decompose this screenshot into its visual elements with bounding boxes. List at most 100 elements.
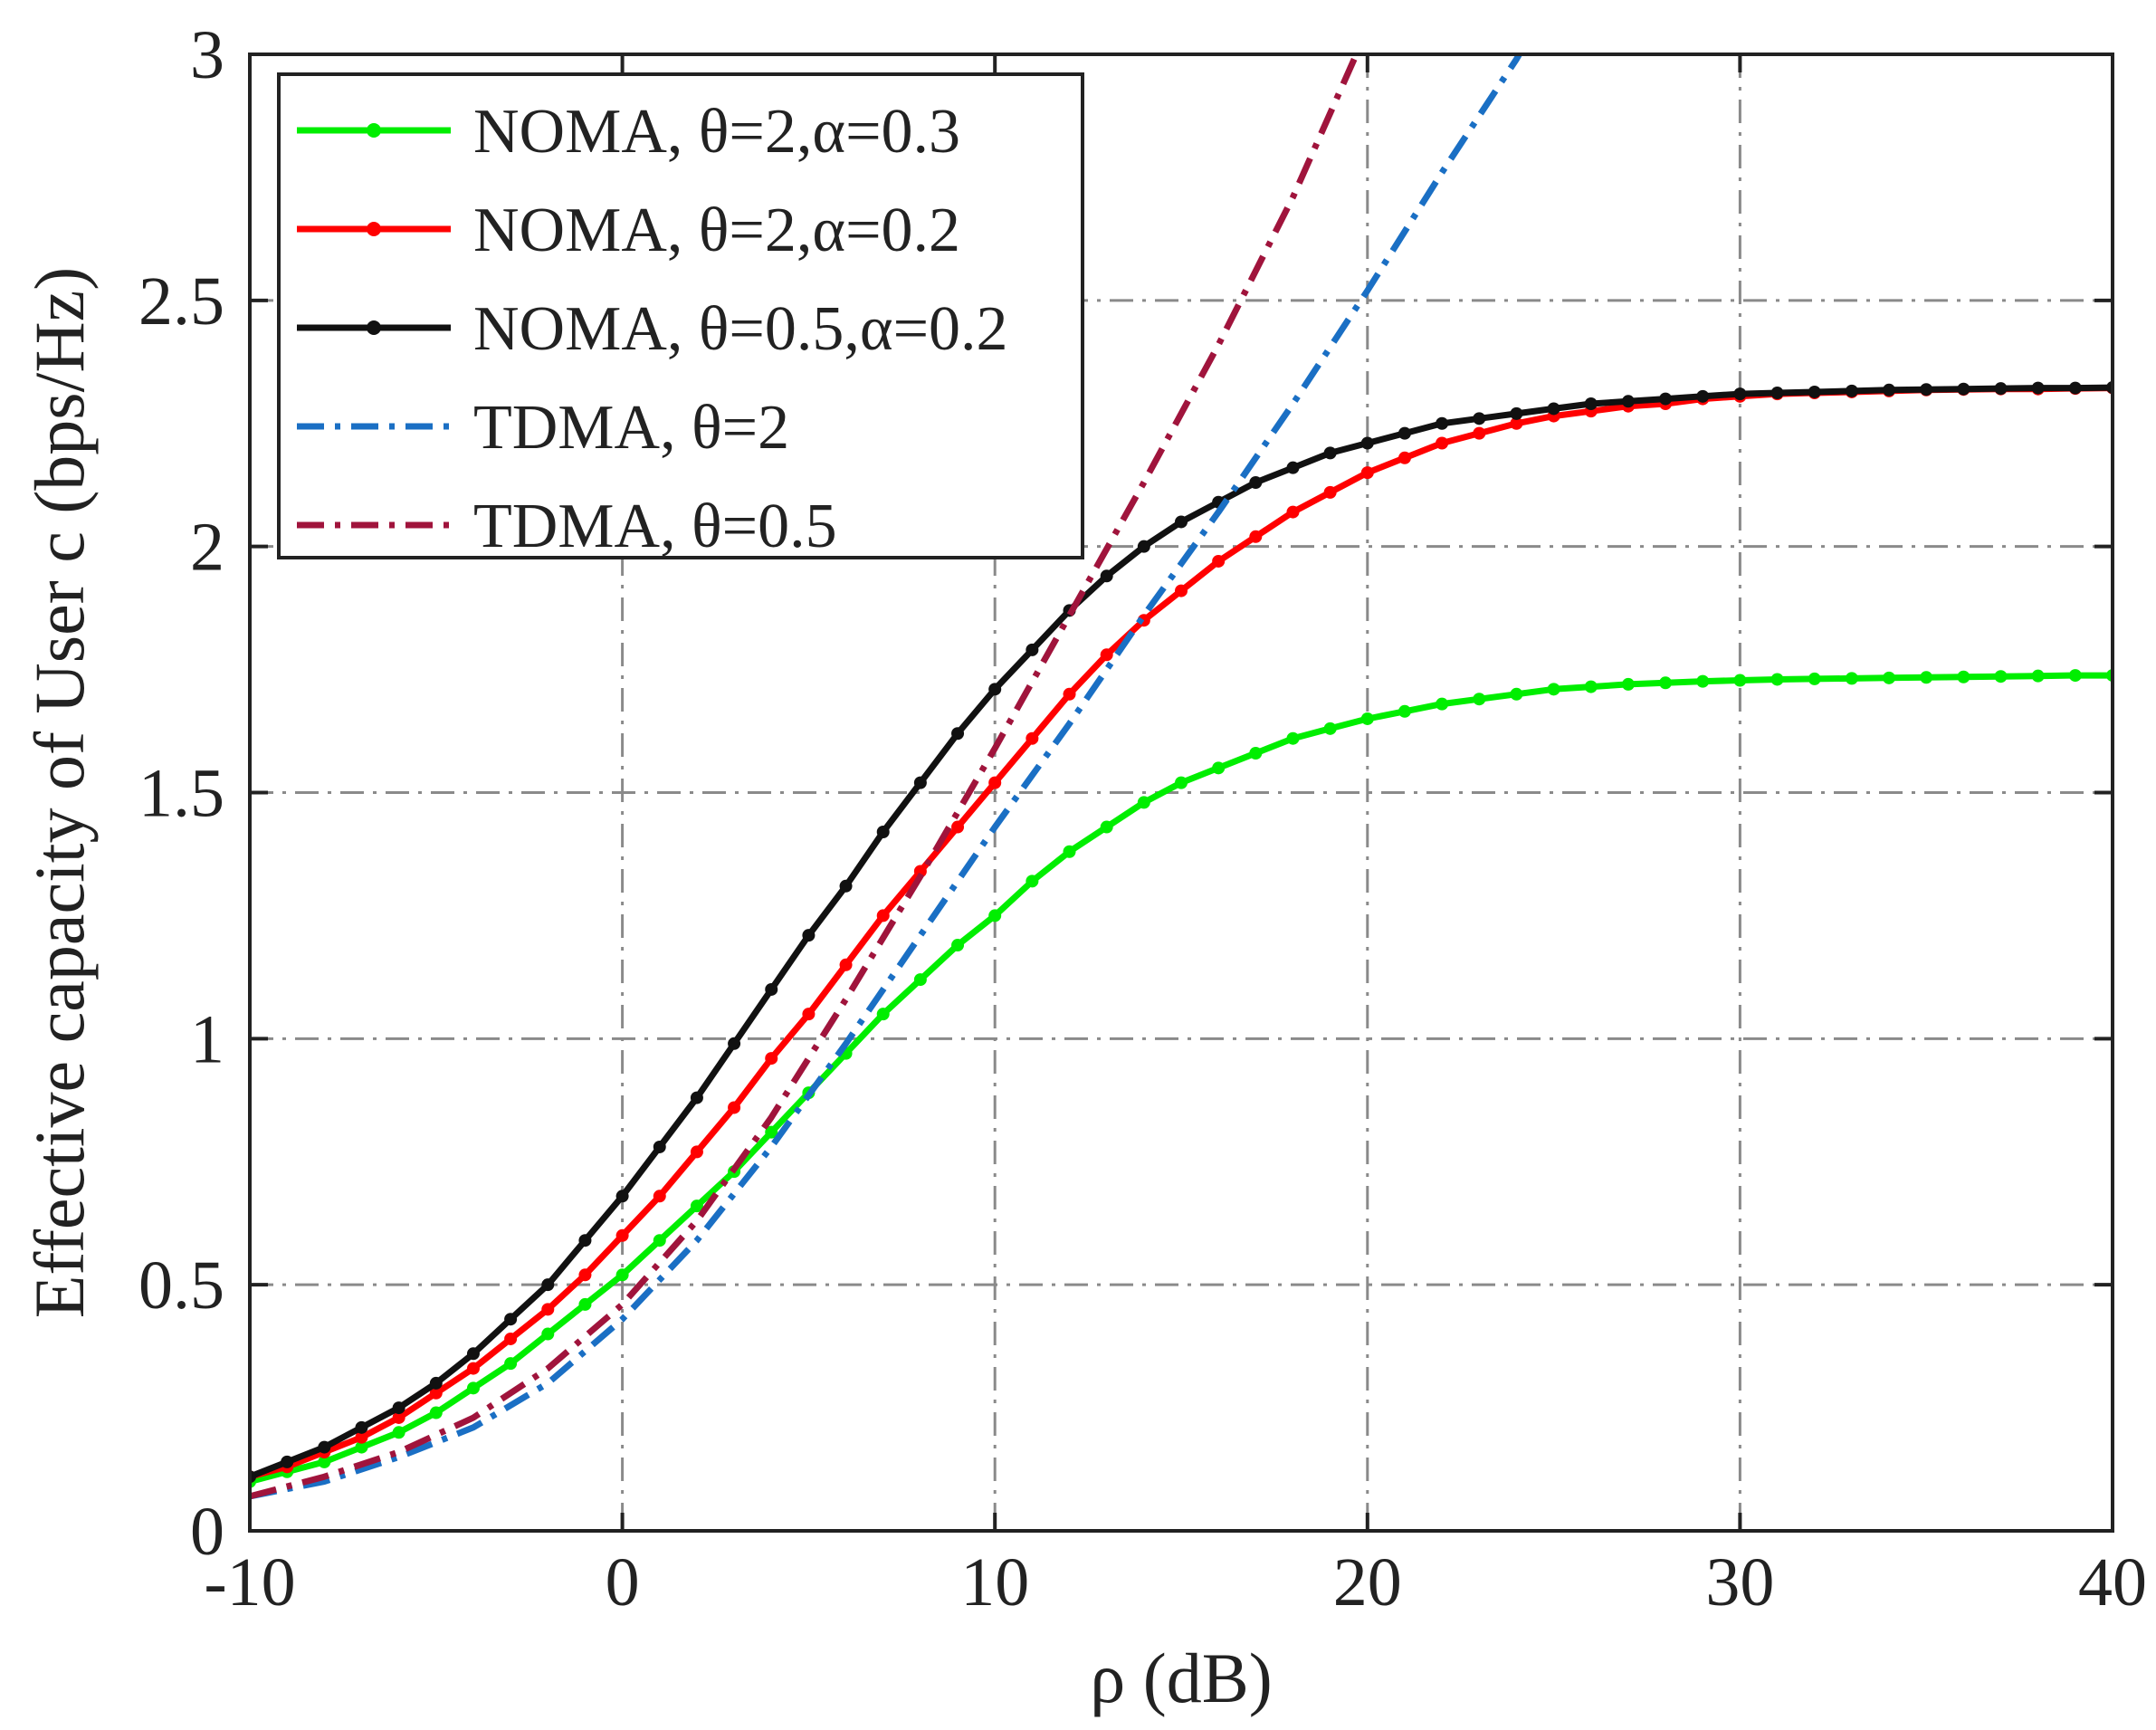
- data-point: [1845, 672, 1858, 685]
- y-tick-label: 3: [190, 17, 224, 93]
- data-point: [1547, 402, 1560, 416]
- data-point: [988, 909, 1002, 922]
- x-axis-title: ρ (dB): [1090, 1639, 1272, 1717]
- data-point: [1957, 382, 1970, 396]
- data-point: [1510, 687, 1523, 701]
- data-point: [615, 1190, 629, 1203]
- series-line: [250, 54, 1523, 1500]
- data-point: [690, 1145, 703, 1159]
- data-point: [913, 973, 927, 987]
- series-group: [250, 381, 2113, 1484]
- data-point: [1584, 397, 1598, 411]
- data-point: [1360, 436, 1374, 450]
- legend-label: TDMA, θ=2: [473, 393, 789, 463]
- legend-label: NOMA, θ=0.5,α=0.2: [473, 294, 1008, 364]
- data-point: [1063, 845, 1076, 858]
- data-point: [1286, 731, 1300, 745]
- data-point: [802, 1008, 816, 1021]
- data-point: [2068, 381, 2082, 395]
- data-point: [1398, 704, 1411, 718]
- data-point: [1436, 416, 1449, 430]
- data-point: [1360, 466, 1374, 480]
- data-point: [1026, 643, 1039, 656]
- data-point: [1659, 392, 1673, 406]
- data-point: [951, 727, 965, 741]
- data-point: [728, 1101, 741, 1114]
- legend-entry: TDMA, θ=2: [297, 393, 789, 463]
- data-point: [690, 1200, 703, 1213]
- data-point: [653, 1190, 666, 1203]
- data-point: [1026, 731, 1039, 745]
- data-point: [1883, 383, 1896, 397]
- data-point: [1808, 385, 1821, 398]
- data-point: [1323, 722, 1337, 735]
- data-point: [765, 1052, 778, 1066]
- data-point: [839, 958, 853, 971]
- data-point: [1845, 384, 1858, 397]
- y-tick-label: 0.5: [138, 1247, 224, 1324]
- series-line: [250, 672, 2113, 1485]
- y-tick-label: 1.5: [138, 756, 224, 832]
- legend-marker: [367, 222, 381, 236]
- series-group: [250, 54, 1359, 1500]
- data-point: [1026, 875, 1039, 888]
- data-point: [1360, 712, 1374, 725]
- data-point: [1510, 406, 1523, 420]
- data-point: [1249, 747, 1263, 760]
- legend-marker: [367, 320, 381, 335]
- x-tick-label: 10: [960, 1544, 1029, 1620]
- data-point: [1100, 648, 1113, 662]
- data-point: [429, 1376, 443, 1390]
- legend: NOMA, θ=2,α=0.3 NOMA, θ=2,α=0.2 NOMA, θ=0.…: [277, 72, 1084, 561]
- legend-label: NOMA, θ=2,α=0.2: [473, 196, 960, 265]
- data-point: [765, 1125, 778, 1139]
- data-point: [578, 1297, 592, 1311]
- series-layer: [250, 54, 2113, 1500]
- data-point: [765, 982, 778, 996]
- data-point: [1994, 670, 2008, 683]
- data-point: [653, 1140, 666, 1153]
- data-point: [1957, 670, 1970, 683]
- data-point: [1436, 436, 1449, 450]
- data-point: [1584, 680, 1598, 693]
- x-tick-label: 40: [2078, 1544, 2147, 1620]
- data-point: [839, 879, 853, 893]
- data-point: [578, 1234, 592, 1247]
- data-point: [318, 1440, 331, 1454]
- data-point: [355, 1440, 368, 1454]
- data-point: [1249, 475, 1263, 489]
- data-point: [1659, 676, 1673, 690]
- data-point: [355, 1420, 368, 1434]
- x-tick-label: 20: [1333, 1544, 1402, 1620]
- data-point: [615, 1268, 629, 1282]
- data-point: [1212, 761, 1226, 775]
- data-point: [2031, 669, 2045, 683]
- data-point: [1696, 674, 1710, 688]
- data-point: [728, 1037, 741, 1050]
- data-point: [2031, 381, 2045, 395]
- data-point: [913, 865, 927, 878]
- data-point: [392, 1410, 405, 1424]
- legend-label: NOMA, θ=2,α=0.3: [473, 97, 960, 167]
- data-point: [392, 1401, 405, 1415]
- data-point: [1398, 451, 1411, 464]
- data-point: [1100, 569, 1113, 583]
- legend-entry: NOMA, θ=0.5,α=0.2: [297, 294, 1008, 364]
- data-point: [541, 1303, 555, 1316]
- data-point: [466, 1362, 480, 1375]
- data-point: [1249, 530, 1263, 543]
- data-point: [1770, 673, 1784, 686]
- data-point: [466, 1381, 480, 1395]
- data-point: [951, 939, 965, 952]
- series-group: [250, 669, 2113, 1488]
- legend-entry: NOMA, θ=2,α=0.2: [297, 196, 960, 265]
- data-point: [2068, 669, 2082, 683]
- data-point: [1175, 584, 1188, 597]
- data-point: [1436, 697, 1449, 711]
- data-point: [1621, 677, 1635, 691]
- x-tick-label: 0: [606, 1544, 640, 1620]
- data-point: [615, 1228, 629, 1242]
